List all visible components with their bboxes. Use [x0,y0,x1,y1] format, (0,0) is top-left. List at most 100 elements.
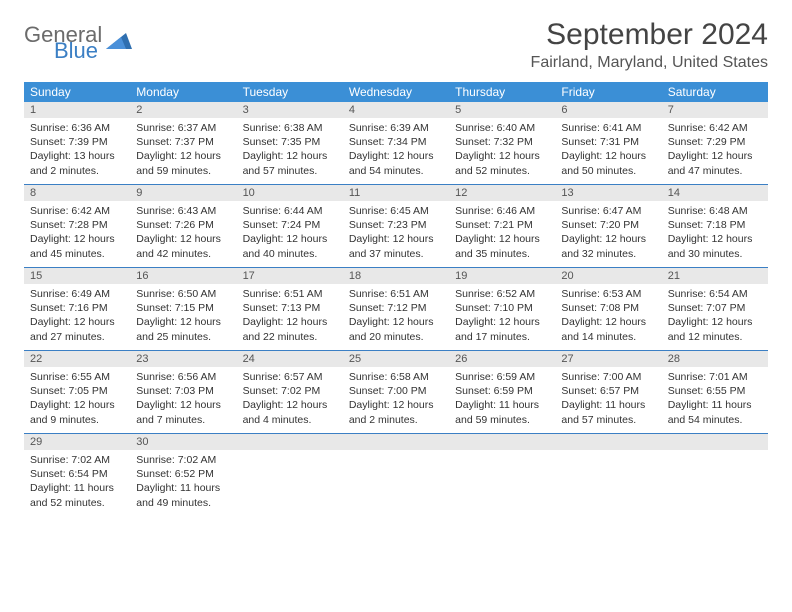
daylight-line: Daylight: 12 hours and 25 minutes. [136,315,230,343]
day-number: 24 [237,351,343,367]
day-body [343,450,449,516]
weekday-header: Thursday [449,82,555,102]
sunset-line: Sunset: 7:07 PM [668,301,762,315]
day-body [237,450,343,516]
day-body: Sunrise: 7:00 AMSunset: 6:57 PMDaylight:… [555,367,661,433]
day-cell: 27Sunrise: 7:00 AMSunset: 6:57 PMDayligh… [555,351,661,433]
sunrise-line: Sunrise: 6:52 AM [455,287,549,301]
day-number: 16 [130,268,236,284]
daylight-line: Daylight: 12 hours and 59 minutes. [136,149,230,177]
sunrise-line: Sunrise: 6:38 AM [243,121,337,135]
sunset-line: Sunset: 7:39 PM [30,135,124,149]
sunrise-line: Sunrise: 6:45 AM [349,204,443,218]
day-number: 29 [24,434,130,450]
day-cell: 1Sunrise: 6:36 AMSunset: 7:39 PMDaylight… [24,102,130,184]
daylight-line: Daylight: 12 hours and 4 minutes. [243,398,337,426]
day-cell: 22Sunrise: 6:55 AMSunset: 7:05 PMDayligh… [24,351,130,433]
sunset-line: Sunset: 7:35 PM [243,135,337,149]
sunset-line: Sunset: 7:05 PM [30,384,124,398]
weekday-header-row: SundayMondayTuesdayWednesdayThursdayFrid… [24,82,768,102]
sunrise-line: Sunrise: 6:46 AM [455,204,549,218]
sunset-line: Sunset: 7:21 PM [455,218,549,232]
day-body: Sunrise: 7:01 AMSunset: 6:55 PMDaylight:… [662,367,768,433]
day-cell [662,434,768,516]
daylight-line: Daylight: 11 hours and 54 minutes. [668,398,762,426]
sunrise-line: Sunrise: 6:39 AM [349,121,443,135]
sunset-line: Sunset: 7:18 PM [668,218,762,232]
day-number: 5 [449,102,555,118]
sunrise-line: Sunrise: 6:57 AM [243,370,337,384]
day-number: 7 [662,102,768,118]
day-number: 4 [343,102,449,118]
day-cell [555,434,661,516]
sunset-line: Sunset: 6:57 PM [561,384,655,398]
location-text: Fairland, Maryland, United States [531,54,768,72]
weekday-header: Wednesday [343,82,449,102]
sunrise-line: Sunrise: 6:50 AM [136,287,230,301]
sunrise-line: Sunrise: 6:54 AM [668,287,762,301]
day-number [449,434,555,450]
day-cell: 2Sunrise: 6:37 AMSunset: 7:37 PMDaylight… [130,102,236,184]
day-cell: 12Sunrise: 6:46 AMSunset: 7:21 PMDayligh… [449,185,555,267]
weekday-header: Sunday [24,82,130,102]
daylight-line: Daylight: 12 hours and 32 minutes. [561,232,655,260]
sunrise-line: Sunrise: 6:44 AM [243,204,337,218]
day-body: Sunrise: 6:39 AMSunset: 7:34 PMDaylight:… [343,118,449,184]
day-cell: 28Sunrise: 7:01 AMSunset: 6:55 PMDayligh… [662,351,768,433]
day-cell: 23Sunrise: 6:56 AMSunset: 7:03 PMDayligh… [130,351,236,433]
day-cell: 26Sunrise: 6:59 AMSunset: 6:59 PMDayligh… [449,351,555,433]
day-body: Sunrise: 6:37 AMSunset: 7:37 PMDaylight:… [130,118,236,184]
sunrise-line: Sunrise: 7:02 AM [30,453,124,467]
week-row: 15Sunrise: 6:49 AMSunset: 7:16 PMDayligh… [24,268,768,351]
day-number: 19 [449,268,555,284]
sunrise-line: Sunrise: 6:37 AM [136,121,230,135]
sunset-line: Sunset: 7:34 PM [349,135,443,149]
day-number: 17 [237,268,343,284]
day-number: 14 [662,185,768,201]
day-body: Sunrise: 6:51 AMSunset: 7:13 PMDaylight:… [237,284,343,350]
day-cell: 15Sunrise: 6:49 AMSunset: 7:16 PMDayligh… [24,268,130,350]
daylight-line: Daylight: 12 hours and 12 minutes. [668,315,762,343]
day-body: Sunrise: 6:46 AMSunset: 7:21 PMDaylight:… [449,201,555,267]
sunrise-line: Sunrise: 6:42 AM [30,204,124,218]
sunrise-line: Sunrise: 7:01 AM [668,370,762,384]
day-number: 21 [662,268,768,284]
day-number: 28 [662,351,768,367]
day-body: Sunrise: 6:58 AMSunset: 7:00 PMDaylight:… [343,367,449,433]
sunrise-line: Sunrise: 6:58 AM [349,370,443,384]
day-body: Sunrise: 6:41 AMSunset: 7:31 PMDaylight:… [555,118,661,184]
daylight-line: Daylight: 11 hours and 49 minutes. [136,481,230,509]
day-body: Sunrise: 6:43 AMSunset: 7:26 PMDaylight:… [130,201,236,267]
daylight-line: Daylight: 13 hours and 2 minutes. [30,149,124,177]
daylight-line: Daylight: 12 hours and 2 minutes. [349,398,443,426]
day-number: 9 [130,185,236,201]
daylight-line: Daylight: 12 hours and 57 minutes. [243,149,337,177]
sunset-line: Sunset: 7:37 PM [136,135,230,149]
day-body: Sunrise: 7:02 AMSunset: 6:54 PMDaylight:… [24,450,130,516]
sunset-line: Sunset: 7:20 PM [561,218,655,232]
daylight-line: Daylight: 12 hours and 35 minutes. [455,232,549,260]
day-number: 22 [24,351,130,367]
sunrise-line: Sunrise: 6:41 AM [561,121,655,135]
daylight-line: Daylight: 12 hours and 14 minutes. [561,315,655,343]
sunset-line: Sunset: 7:03 PM [136,384,230,398]
daylight-line: Daylight: 12 hours and 20 minutes. [349,315,443,343]
sunset-line: Sunset: 6:59 PM [455,384,549,398]
day-cell: 30Sunrise: 7:02 AMSunset: 6:52 PMDayligh… [130,434,236,516]
day-number: 27 [555,351,661,367]
sunset-line: Sunset: 6:54 PM [30,467,124,481]
day-number [343,434,449,450]
day-cell: 16Sunrise: 6:50 AMSunset: 7:15 PMDayligh… [130,268,236,350]
day-cell: 29Sunrise: 7:02 AMSunset: 6:54 PMDayligh… [24,434,130,516]
day-body: Sunrise: 6:36 AMSunset: 7:39 PMDaylight:… [24,118,130,184]
day-body: Sunrise: 6:38 AMSunset: 7:35 PMDaylight:… [237,118,343,184]
daylight-line: Daylight: 12 hours and 9 minutes. [30,398,124,426]
day-body: Sunrise: 6:54 AMSunset: 7:07 PMDaylight:… [662,284,768,350]
weeks-container: 1Sunrise: 6:36 AMSunset: 7:39 PMDaylight… [24,102,768,516]
day-number: 23 [130,351,236,367]
day-body: Sunrise: 6:55 AMSunset: 7:05 PMDaylight:… [24,367,130,433]
day-body: Sunrise: 6:47 AMSunset: 7:20 PMDaylight:… [555,201,661,267]
day-cell: 3Sunrise: 6:38 AMSunset: 7:35 PMDaylight… [237,102,343,184]
day-cell: 9Sunrise: 6:43 AMSunset: 7:26 PMDaylight… [130,185,236,267]
daylight-line: Daylight: 12 hours and 40 minutes. [243,232,337,260]
